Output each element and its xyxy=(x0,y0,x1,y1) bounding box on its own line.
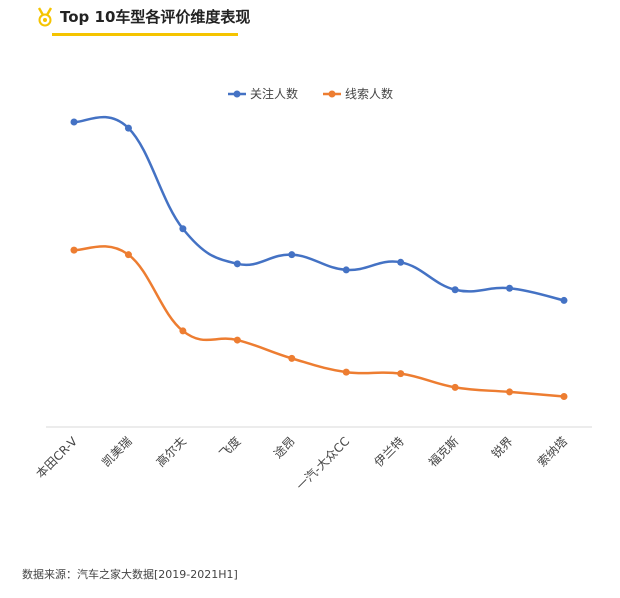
data-point-s2-10 xyxy=(560,393,568,400)
data-point-s2-4 xyxy=(233,336,241,344)
header: Top 10车型各评价维度表现 xyxy=(36,6,250,27)
data-point-s2-9 xyxy=(506,388,514,396)
data-point-s1-4 xyxy=(233,260,241,268)
x-tick-label-7: 伊兰特 xyxy=(371,434,407,470)
legend-label-2: 线索人数 xyxy=(345,86,393,101)
data-point-s1-8 xyxy=(451,286,459,294)
data-point-s1-3 xyxy=(179,225,187,233)
legend-label-1: 关注人数 xyxy=(250,86,298,101)
series-line-2 xyxy=(72,245,566,398)
x-tick-label-10: 索纳塔 xyxy=(535,434,570,469)
data-point-s1-2 xyxy=(124,124,132,132)
title-underline xyxy=(52,33,238,36)
data-point-s1-5 xyxy=(288,251,296,259)
x-tick-label-6: 一汽-大众CC xyxy=(293,434,352,493)
x-tick-label-3: 高尔夫 xyxy=(153,434,189,470)
line-chart: 关注人数 线索人数本田CR-V 凯美瑞 高尔夫 飞度 途昂一汽-大众CC 伊兰特 福克斯 锐界索… xyxy=(33,86,592,493)
data-point-s1-1 xyxy=(70,118,78,126)
x-tick-label-9: 锐界 xyxy=(489,434,516,461)
data-point-s1-6 xyxy=(342,266,350,274)
data-point-s2-5 xyxy=(288,354,296,362)
data-point-s2-3 xyxy=(179,327,187,335)
data-point-s2-1 xyxy=(70,246,78,254)
x-tick-label-1: 本田CR-V xyxy=(33,434,80,481)
legend-marker-2 xyxy=(328,90,336,98)
data-point-s2-2 xyxy=(124,251,132,259)
data-source: 数据来源：汽车之家大数据[2019-2021H1] xyxy=(22,568,238,581)
x-tick-label-8: 福克斯 xyxy=(425,434,461,470)
medal-icon xyxy=(36,6,54,27)
series-line-1 xyxy=(72,115,566,302)
data-point-s2-8 xyxy=(451,383,459,391)
data-point-s2-6 xyxy=(342,368,350,376)
x-tick-label-4: 飞度 xyxy=(216,434,244,462)
data-point-s1-9 xyxy=(506,284,514,292)
data-point-s1-7 xyxy=(397,258,405,266)
data-point-s2-7 xyxy=(397,370,405,378)
x-tick-label-2: 凯美瑞 xyxy=(99,434,134,469)
data-point-s1-10 xyxy=(560,296,568,304)
page-title: Top 10车型各评价维度表现 xyxy=(60,8,251,26)
x-tick-label-5: 途昂 xyxy=(270,434,298,462)
legend-marker-1 xyxy=(233,90,241,98)
